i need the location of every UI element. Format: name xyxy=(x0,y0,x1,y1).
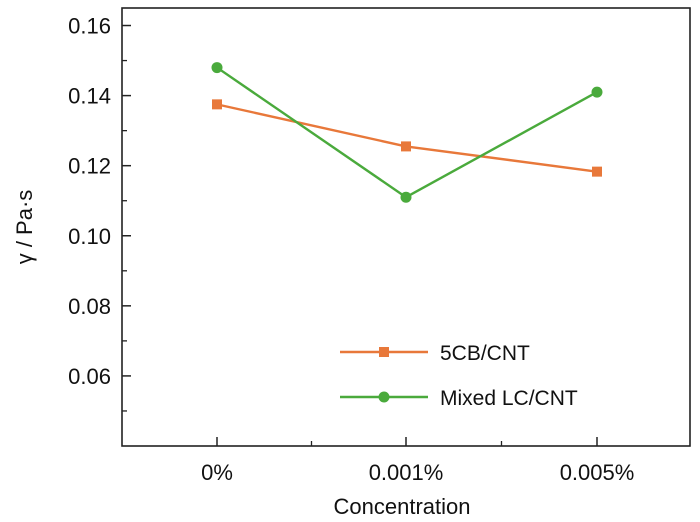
legend-label: Mixed LC/CNT xyxy=(440,387,578,410)
data-point xyxy=(400,191,412,203)
x-axis-title: Concentration xyxy=(334,494,471,519)
legend-entry: Mixed LC/CNT xyxy=(340,387,578,410)
x-tick-label: 0.005% xyxy=(560,460,635,485)
data-point xyxy=(591,86,603,98)
series-mixed-lc-cnt xyxy=(211,62,603,203)
plot-frame xyxy=(121,7,691,447)
legend-marker xyxy=(379,347,389,357)
y-tick-label: 0.10 xyxy=(68,224,111,249)
series-5cb-cnt xyxy=(212,99,602,177)
y-tick-label: 0.14 xyxy=(68,84,111,109)
y-tick-label: 0.08 xyxy=(68,294,111,319)
x-tick-label: 0.001% xyxy=(369,460,444,485)
data-point xyxy=(401,141,411,152)
legend-marker xyxy=(378,391,390,403)
y-tick-label: 0.12 xyxy=(68,154,111,179)
data-point xyxy=(212,99,222,110)
series-line xyxy=(216,66,598,199)
y-tick-label: 0.06 xyxy=(68,364,111,389)
series-layer xyxy=(211,62,603,203)
series-line xyxy=(216,103,598,173)
plot-area xyxy=(121,7,691,447)
data-point xyxy=(592,166,602,177)
axes: 0.06 0.08 0.10 0.12 0.14 0.16 0% 0.001% 0.005% Co… xyxy=(12,14,634,519)
y-tick-label: 0.16 xyxy=(68,14,111,39)
legend: 5CB/CNT Mixed LC/CNT xyxy=(340,342,578,410)
legend-entry: 5CB/CNT xyxy=(340,342,530,365)
y-axis-title: γ / Pa·s xyxy=(12,190,37,265)
x-tick-label: 0% xyxy=(201,460,233,485)
legend-label: 5CB/CNT xyxy=(440,342,530,365)
data-point xyxy=(211,62,223,74)
